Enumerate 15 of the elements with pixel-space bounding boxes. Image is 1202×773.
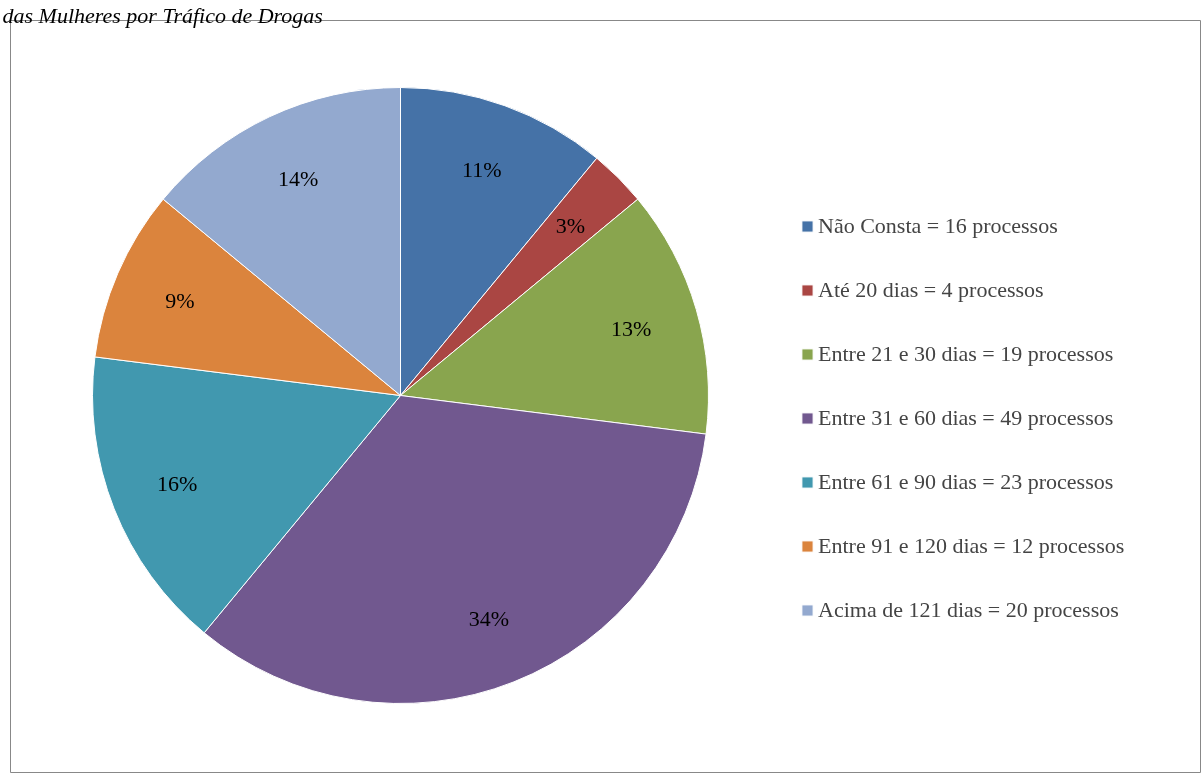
data-label: 9% bbox=[165, 287, 195, 313]
data-label: 34% bbox=[468, 606, 510, 632]
legend-label: Não Consta = 16 processos bbox=[818, 213, 1058, 239]
legend-label: Entre 31 e 60 dias = 49 processos bbox=[818, 405, 1114, 431]
legend-label: Entre 91 e 120 dias = 12 processos bbox=[818, 533, 1125, 559]
legend-label: Entre 21 e 30 dias = 19 processos bbox=[818, 341, 1114, 367]
data-label: 3% bbox=[555, 213, 586, 239]
legend-label: Entre 61 e 90 dias = 23 processos bbox=[818, 469, 1114, 495]
data-label: 13% bbox=[611, 315, 652, 341]
legend-label: Até 20 dias = 4 processos bbox=[818, 277, 1044, 303]
data-label: 16% bbox=[156, 471, 198, 497]
chart-title: das Mulheres por Tráfico de Drogas bbox=[2, 2, 323, 28]
legend-label: Acima de 121 dias = 20 processos bbox=[818, 597, 1119, 623]
data-label: 14% bbox=[278, 165, 319, 191]
data-label: 11% bbox=[462, 156, 502, 182]
